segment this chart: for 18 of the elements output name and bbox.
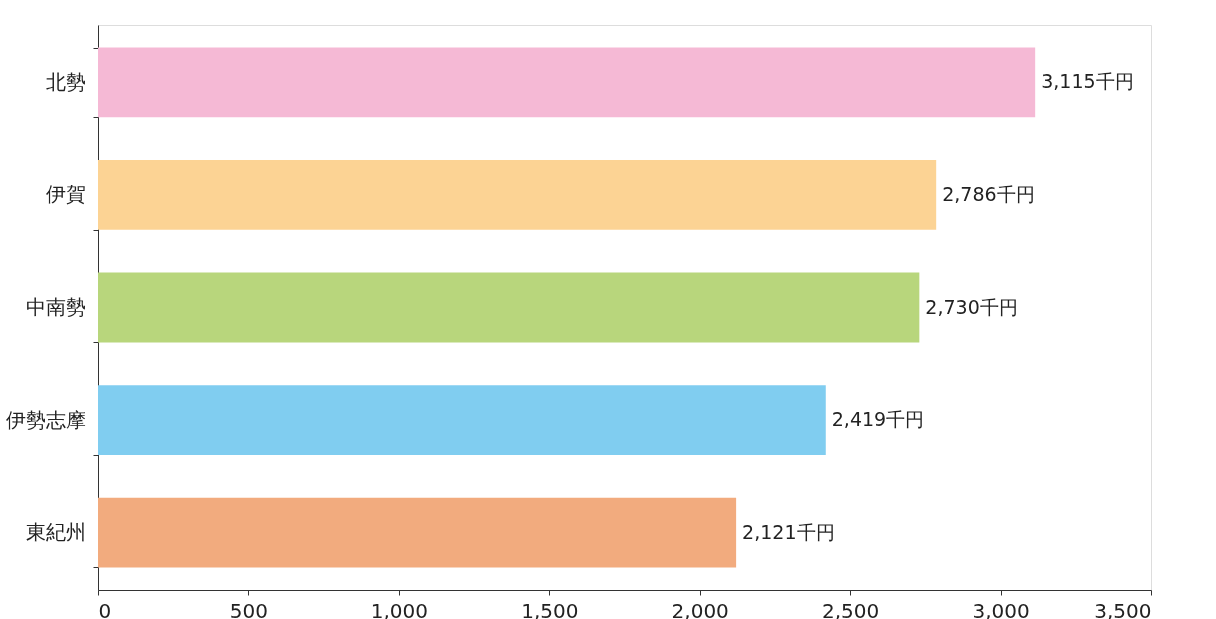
x-tick-label: 1,500: [521, 598, 579, 619]
y-tick-label: 中南勢: [25, 295, 86, 319]
x-tick-label: 3,500: [1094, 598, 1152, 619]
x-tick-label: 2,000: [671, 598, 729, 619]
data-label: 2,786千円: [942, 182, 1035, 205]
x-tick-label: 2,500: [822, 598, 880, 619]
y-tick-label: 伊勢志摩: [5, 407, 86, 432]
x-tick-label: 0: [98, 598, 112, 619]
data-label: 2,419千円: [831, 408, 925, 431]
y-tick-label: 北勢: [45, 69, 86, 94]
data-label: 3,115千円: [1041, 70, 1134, 93]
x-tick-label: 1,000: [370, 598, 428, 619]
y-tick-label: 伊賀: [45, 182, 86, 207]
data-label: 2,121千円: [742, 520, 835, 543]
x-tick-label: 500: [229, 598, 269, 619]
y-tick-label: 東紀州: [25, 520, 86, 545]
x-tick-label: 3,000: [972, 598, 1030, 619]
data-label: 2,730千円: [925, 295, 1018, 318]
